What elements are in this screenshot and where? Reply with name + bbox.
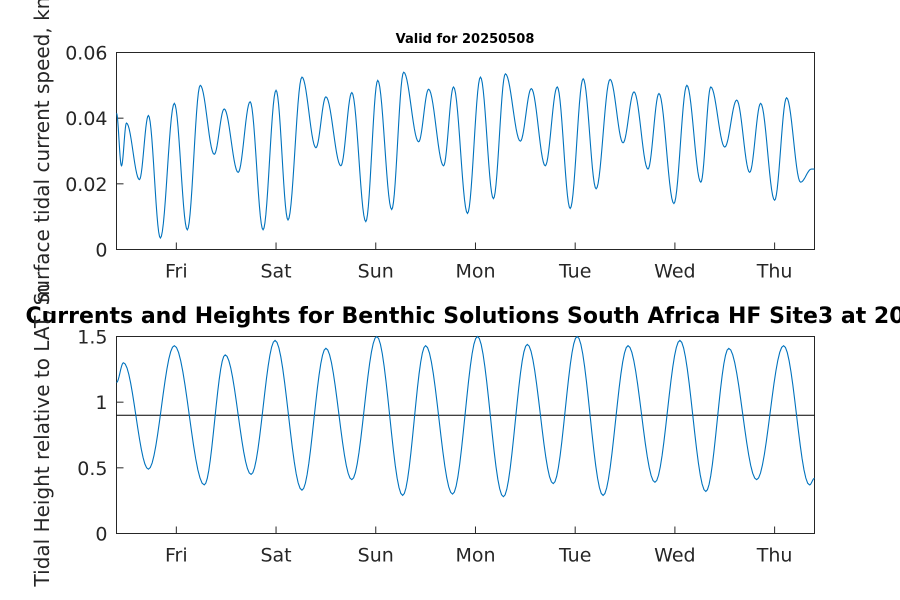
tidal-height-x-ticks: Fri Sat Sun Mon Tue Wed Thu: [165, 526, 793, 567]
current-speed-x-tick-label: Tue: [558, 261, 591, 283]
current-speed-x-tick-label: Sat: [260, 261, 291, 283]
current-speed-y-tick-label: 0.06: [65, 43, 107, 65]
tidal-height-title: Currents and Heights for Benthic Solutio…: [25, 304, 900, 329]
current-speed-title: Valid for 20250508: [396, 32, 535, 47]
tidal-height-y-tick-label: 1.5: [77, 327, 107, 349]
tidal-height-series-line: [116, 335, 815, 498]
current-speed-y-tick-label: 0.04: [65, 108, 107, 130]
current-speed-panel: 0 0.02 0.04 0.06 Fri Sat Sun Mon Tue Wed Thu Vali…: [65, 32, 815, 283]
current-speed-x-tick-label: Mon: [455, 261, 495, 283]
tidal-height-x-tick-label: Fri: [165, 545, 188, 567]
tidal-height-x-tick-label: Sun: [358, 545, 394, 567]
current-speed-x-tick-label: Thu: [756, 261, 793, 283]
tidal-height-x-tick-label: Sat: [260, 545, 291, 567]
tidal-height-y-ticks: 0 0.5 1 1.5: [77, 327, 124, 546]
current-speed-y-tick-label: 0.02: [65, 174, 107, 196]
current-speed-x-tick-label: Wed: [654, 261, 695, 283]
tidal-height-axes-box: [116, 336, 815, 534]
tidal-height-x-tick-label: Tue: [558, 545, 591, 567]
current-speed-y-ticks: 0 0.02 0.04 0.06: [65, 43, 124, 262]
current-speed-axes-box: [116, 52, 815, 250]
tidal-height-x-tick-label: Mon: [455, 545, 495, 567]
current-speed-x-ticks: Fri Sat Sun Mon Tue Wed Thu: [165, 242, 793, 283]
current-speed-series-line: [116, 71, 815, 240]
current-speed-x-tick-label: Sun: [358, 261, 394, 283]
current-speed-y-tick-label: 0: [95, 240, 107, 262]
tidal-height-y-tick-label: 0.5: [77, 458, 107, 480]
tidal-height-x-tick-label: Wed: [654, 545, 695, 567]
tidal-height-x-tick-label: Thu: [756, 545, 793, 567]
tidal-height-y-tick-label: 1: [95, 392, 107, 414]
current-speed-x-tick-label: Fri: [165, 261, 188, 283]
tidal-height-y-axis-label: Tidal Height relative to LAT, m: [30, 284, 54, 588]
tidal-height-y-tick-label: 0: [95, 524, 107, 546]
tidal-height-panel: 0 0.5 1 1.5 Fri Sat Sun Mon Tue Wed Thu Currents …: [25, 304, 900, 567]
current-speed-y-axis-label: Surface tidal current speed, kn: [30, 0, 54, 305]
